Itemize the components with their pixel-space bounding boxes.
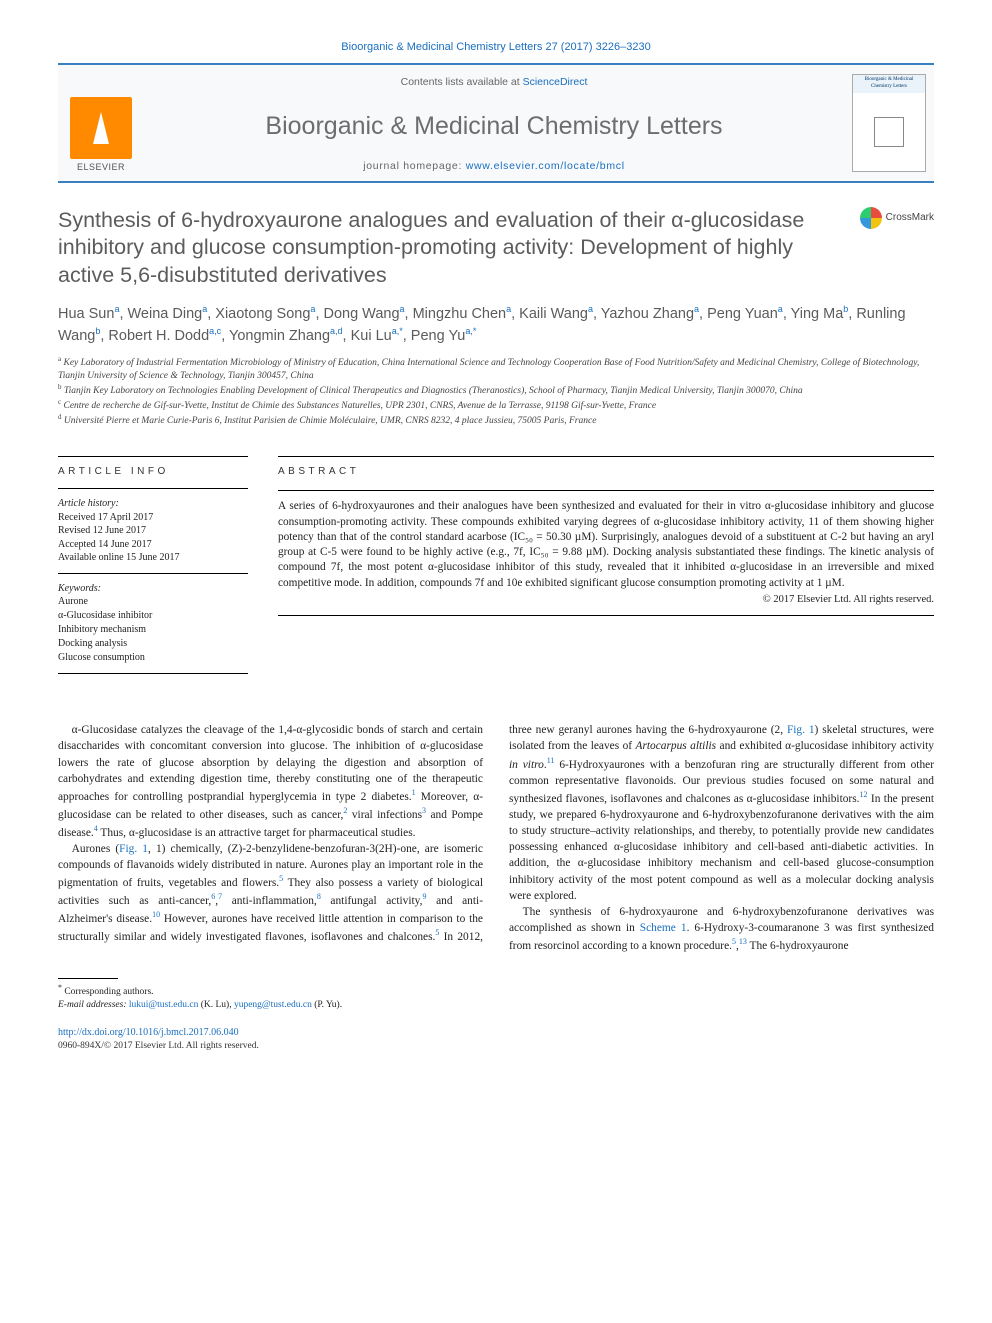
elsevier-tree-icon	[70, 97, 132, 159]
affiliation-b: b Tianjin Key Laboratory on Technologies…	[58, 383, 934, 398]
corresponding-authors-note: * Corresponding authors.	[58, 983, 934, 999]
affiliation-c: c Centre de recherche de Gif-sur-Yvette,…	[58, 398, 934, 413]
keyword: Aurone	[58, 595, 248, 609]
affiliation-d: d Université Pierre et Marie Curie-Paris…	[58, 413, 934, 428]
crossmark-icon	[860, 207, 882, 229]
author-list: Hua Suna, Weina Dinga, Xiaotong Songa, D…	[58, 303, 934, 347]
sciencedirect-link[interactable]: ScienceDirect	[523, 76, 588, 88]
affiliations: a Key Laboratory of Industrial Fermentat…	[58, 355, 934, 428]
email-link-2[interactable]: yupeng@tust.edu.cn	[234, 1000, 312, 1010]
article-title: Synthesis of 6-hydroxyaurone analogues a…	[58, 207, 846, 290]
affiliation-a: a Key Laboratory of Industrial Fermentat…	[58, 355, 934, 383]
publisher-name: ELSEVIER	[77, 161, 125, 173]
email-link-1[interactable]: lukui@tust.edu.cn	[129, 1000, 198, 1010]
keyword: α-Glucosidase inhibitor	[58, 609, 248, 623]
keyword: Glucose consumption	[58, 651, 248, 665]
asterisk-icon: *	[58, 983, 62, 992]
cover-masthead: Bioorganic & Medicinal Chemistry Letters	[853, 75, 925, 93]
contents-available-line: Contents lists available at ScienceDirec…	[154, 75, 834, 89]
history-accepted: Accepted 14 June 2017	[58, 538, 248, 552]
banner-center: Contents lists available at ScienceDirec…	[144, 65, 844, 181]
crossmark-label: CrossMark	[886, 211, 934, 225]
homepage-url[interactable]: www.elsevier.com/locate/bmcl	[466, 160, 625, 172]
homepage-prefix: journal homepage:	[363, 160, 466, 172]
keywords-list: Aurone α-Glucosidase inhibitor Inhibitor…	[58, 595, 248, 665]
article-info-heading: ARTICLE INFO	[58, 465, 248, 479]
keyword: Docking analysis	[58, 637, 248, 651]
abstract-text: A series of 6-hydroxyaurones and their a…	[278, 499, 934, 591]
cover-thumb-wrap: Bioorganic & Medicinal Chemistry Letters	[844, 65, 934, 181]
homepage-line: journal homepage: www.elsevier.com/locat…	[154, 159, 834, 173]
article-info-column: ARTICLE INFO Article history: Received 1…	[58, 448, 248, 683]
abstract-heading: ABSTRACT	[278, 465, 934, 479]
issn-copyright: 0960-894X/© 2017 Elsevier Ltd. All right…	[58, 1040, 934, 1053]
body-paragraph-3: The synthesis of 6-hydroxyaurone and 6-h…	[509, 904, 934, 954]
abstract-copyright: © 2017 Elsevier Ltd. All rights reserved…	[278, 593, 934, 607]
contents-prefix: Contents lists available at	[401, 76, 523, 88]
email-who-1: (K. Lu),	[201, 1000, 232, 1010]
body-text: α-Glucosidase catalyzes the cleavage of …	[58, 722, 934, 954]
history-label: Article history:	[58, 497, 248, 511]
body-paragraph-1: α-Glucosidase catalyzes the cleavage of …	[58, 722, 483, 841]
doi-link[interactable]: http://dx.doi.org/10.1016/j.bmcl.2017.06…	[58, 1026, 934, 1040]
journal-banner: ELSEVIER Contents lists available at Sci…	[58, 63, 934, 183]
abstract-column: ABSTRACT A series of 6-hydroxyaurones an…	[278, 448, 934, 683]
email-line: E-mail addresses: lukui@tust.edu.cn (K. …	[58, 999, 934, 1012]
crossmark-badge[interactable]: CrossMark	[860, 207, 934, 229]
page-footer: * Corresponding authors. E-mail addresse…	[58, 978, 934, 1052]
email-who-2: (P. Yu).	[314, 1000, 342, 1010]
journal-name: Bioorganic & Medicinal Chemistry Letters	[154, 110, 834, 144]
keywords-label: Keywords:	[58, 582, 248, 596]
history-online: Available online 15 June 2017	[58, 551, 248, 565]
publisher-block: ELSEVIER	[58, 65, 144, 181]
history-revised: Revised 12 June 2017	[58, 524, 248, 538]
history-received: Received 17 April 2017	[58, 511, 248, 525]
keyword: Inhibitory mechanism	[58, 623, 248, 637]
citation-header: Bioorganic & Medicinal Chemistry Letters…	[58, 40, 934, 55]
journal-cover-icon: Bioorganic & Medicinal Chemistry Letters	[852, 74, 926, 172]
